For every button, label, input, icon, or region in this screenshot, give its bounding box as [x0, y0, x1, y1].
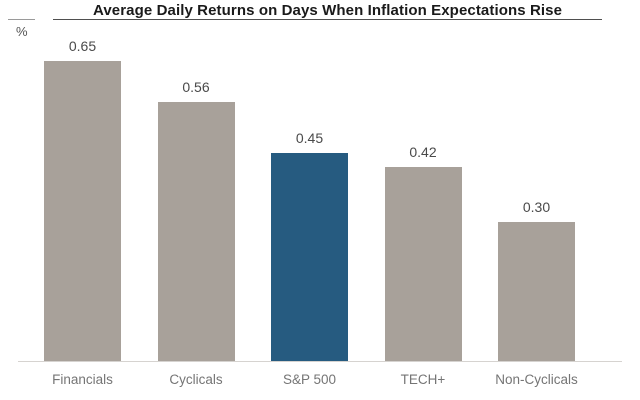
y-axis-unit-label: % [16, 24, 28, 39]
bar-group-cyclicals: 0.56 Cyclicals [157, 79, 235, 387]
bar-group-tech: 0.42 TECH+ [384, 144, 462, 387]
category-label-cyclicals: Cyclicals [169, 372, 223, 387]
bar-cyclicals [157, 102, 235, 361]
category-label-financials: Financials [52, 372, 113, 387]
bar-sp500-highlighted [271, 153, 348, 361]
y-axis-tick-dash [8, 19, 35, 20]
bar-group-sp500: 0.45 S&P 500 [271, 130, 348, 387]
bar-value-label: 0.56 [182, 79, 210, 95]
category-label-noncyclicals: Non-Cyclicals [495, 372, 578, 387]
bar-noncyclicals [498, 222, 575, 361]
bar-group-financials: 0.65 Financials [44, 38, 121, 387]
category-label-tech: TECH+ [400, 372, 446, 387]
x-axis-line [18, 361, 622, 362]
bar-value-label: 0.30 [522, 199, 551, 215]
bar-value-label: 0.65 [68, 38, 97, 54]
bar-tech [384, 167, 462, 361]
bar-group-noncyclicals: 0.30 Non-Cyclicals [495, 199, 578, 387]
bar-financials [44, 61, 121, 361]
title-underline [53, 19, 602, 20]
bar-value-label: 0.45 [295, 130, 324, 146]
chart-title: Average Daily Returns on Days When Infla… [92, 2, 563, 19]
category-label-sp500: S&P 500 [282, 372, 337, 387]
bar-value-label: 0.42 [409, 144, 437, 160]
